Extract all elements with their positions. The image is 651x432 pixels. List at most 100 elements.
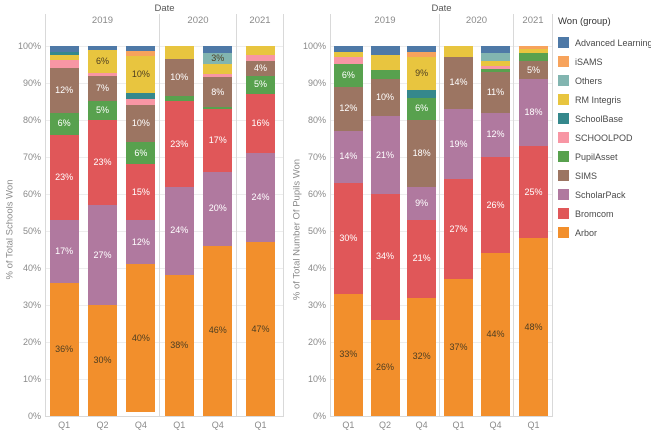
bar-segment[interactable]	[203, 64, 233, 74]
legend-item[interactable]: ScholarPack	[558, 185, 651, 204]
bar-segment[interactable]: 40%	[126, 264, 156, 413]
bar-segment[interactable]: 48%	[519, 238, 548, 416]
bar-segment[interactable]: 12%	[481, 112, 510, 157]
bar-segment[interactable]: 9%	[407, 57, 437, 91]
year-header[interactable]: 2019	[91, 15, 114, 26]
bar-segment[interactable]	[333, 57, 363, 65]
bar-segment[interactable]	[246, 46, 275, 56]
bar-segment[interactable]	[246, 55, 275, 61]
bar-segment[interactable]	[333, 46, 363, 52]
bar-segment[interactable]: 44%	[481, 253, 510, 416]
bar-segment[interactable]: 11%	[481, 71, 510, 113]
legend-item[interactable]: iSAMS	[558, 52, 651, 71]
bar-segment[interactable]: 21%	[370, 116, 400, 194]
bar-segment[interactable]	[481, 69, 510, 72]
bar-segment[interactable]: 17%	[49, 219, 79, 283]
bar-segment[interactable]: 12%	[333, 86, 363, 132]
bar-segment[interactable]	[126, 99, 156, 106]
bar-segment[interactable]: 38%	[164, 275, 194, 416]
bar-segment[interactable]: 14%	[333, 131, 363, 183]
bar-segment[interactable]: 6%	[88, 50, 117, 73]
bar-segment[interactable]: 6%	[333, 64, 363, 87]
bar-segment[interactable]: 26%	[370, 319, 400, 416]
bar-segment[interactable]: 33%	[333, 293, 363, 416]
bar-segment[interactable]	[481, 60, 510, 67]
bar-segment[interactable]	[481, 53, 510, 61]
bar-segment[interactable]	[370, 55, 400, 71]
bar-segment[interactable]: 30%	[88, 304, 117, 416]
bar-segment[interactable]: 46%	[203, 245, 233, 416]
bar-segment[interactable]: 6%	[49, 112, 79, 135]
bar-segment[interactable]	[407, 51, 437, 58]
legend-item[interactable]: SIMS	[558, 166, 651, 185]
year-header[interactable]: 2021	[249, 15, 271, 26]
bar-segment[interactable]	[203, 107, 233, 109]
bar-segment[interactable]	[370, 70, 400, 80]
bar-segment[interactable]	[126, 46, 156, 52]
bar-segment[interactable]: 18%	[519, 79, 548, 146]
bar-segment[interactable]: 37%	[444, 279, 473, 416]
legend-item[interactable]: RM Integris	[558, 90, 651, 109]
bar-segment[interactable]	[49, 51, 79, 55]
bar-segment[interactable]: 24%	[164, 186, 194, 276]
bar-segment[interactable]: 27%	[444, 179, 473, 280]
bar-segment[interactable]: 10%	[126, 56, 156, 94]
bar-segment[interactable]: 12%	[126, 219, 156, 265]
legend-item[interactable]: SchoolBase	[558, 109, 651, 128]
bar-segment[interactable]	[164, 46, 194, 59]
bar-segment[interactable]: 6%	[407, 97, 437, 120]
bar-segment[interactable]	[519, 52, 548, 61]
legend-item[interactable]: PupilAsset	[558, 147, 651, 166]
bar-segment[interactable]	[126, 51, 156, 57]
bar-segment[interactable]	[203, 46, 233, 54]
bar-segment[interactable]: 4%	[246, 60, 275, 76]
bar-segment[interactable]	[49, 46, 79, 52]
bar-segment[interactable]: 21%	[407, 219, 437, 298]
bar-segment[interactable]	[49, 60, 79, 69]
bar-segment[interactable]: 19%	[444, 108, 473, 180]
year-header[interactable]: 2019	[374, 15, 396, 26]
bar-segment[interactable]	[88, 72, 117, 76]
bar-segment[interactable]: 16%	[246, 94, 275, 154]
bar-segment[interactable]: 5%	[88, 101, 117, 120]
bar-segment[interactable]	[481, 46, 510, 54]
year-header[interactable]: 2020	[187, 15, 209, 26]
bar-segment[interactable]	[370, 46, 400, 56]
legend-item[interactable]: SCHOOLPOD	[558, 128, 651, 147]
bar-segment[interactable]	[203, 73, 233, 78]
bar-segment[interactable]: 26%	[481, 156, 510, 254]
bar-segment[interactable]: 3%	[203, 53, 233, 65]
bar-segment[interactable]	[519, 48, 548, 53]
bar-segment[interactable]: 23%	[164, 101, 194, 187]
bar-segment[interactable]	[407, 90, 437, 98]
bar-segment[interactable]: 8%	[203, 77, 233, 108]
bar-segment[interactable]	[49, 54, 79, 61]
bar-segment[interactable]	[407, 46, 437, 52]
bar-segment[interactable]: 23%	[49, 134, 79, 220]
bar-segment[interactable]: 32%	[407, 297, 437, 416]
bar-segment[interactable]: 47%	[246, 242, 275, 416]
bar-segment[interactable]: 24%	[246, 153, 275, 243]
bar-segment[interactable]: 5%	[246, 75, 275, 95]
year-header[interactable]: 2021	[522, 15, 544, 26]
bar-segment[interactable]: 17%	[203, 108, 233, 172]
bar-segment[interactable]: 6%	[126, 142, 156, 165]
legend-item[interactable]: Arbor	[558, 223, 651, 242]
bar-segment[interactable]: 10%	[370, 79, 400, 117]
bar-segment[interactable]	[126, 93, 156, 100]
bar-segment[interactable]	[333, 51, 363, 58]
bar-segment[interactable]: 18%	[407, 119, 437, 187]
bar-segment[interactable]: 34%	[370, 193, 400, 320]
bar-segment[interactable]: 10%	[164, 58, 194, 96]
bar-segment[interactable]: 25%	[519, 145, 548, 239]
bar-segment[interactable]: 27%	[88, 205, 117, 305]
bar-segment[interactable]: 23%	[88, 119, 117, 206]
bar-segment[interactable]: 30%	[333, 182, 363, 294]
bar-segment[interactable]	[164, 95, 194, 102]
bar-segment[interactable]: 20%	[203, 171, 233, 246]
bar-segment[interactable]: 14%	[444, 57, 473, 109]
bar-segment[interactable]: 9%	[407, 186, 437, 220]
legend-item[interactable]: Bromcom	[558, 204, 651, 223]
bar-segment[interactable]: 7%	[88, 75, 117, 102]
bar-segment[interactable]: 10%	[126, 105, 156, 143]
